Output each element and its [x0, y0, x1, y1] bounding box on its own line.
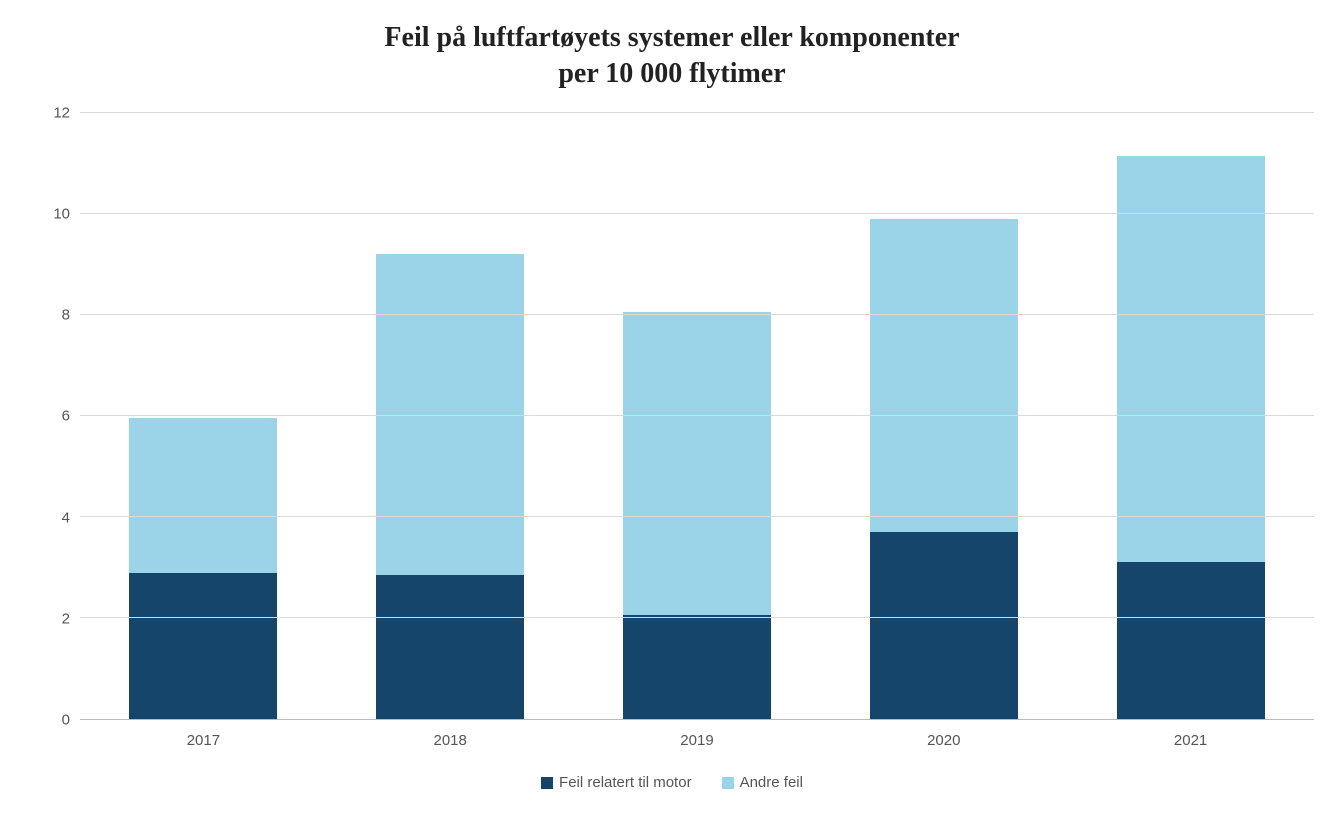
x-tick-label: 2018 [376, 732, 524, 749]
legend-swatch [541, 777, 553, 789]
bar-segment [1117, 156, 1265, 563]
y-tick-label: 6 [62, 408, 70, 425]
bar-segment [376, 575, 524, 719]
y-axis: 024681012 [30, 113, 80, 720]
gridline [80, 415, 1314, 416]
gridline [80, 314, 1314, 315]
plot-area [80, 113, 1314, 720]
x-tick-label: 2021 [1117, 732, 1265, 749]
bar-group [1117, 113, 1265, 719]
legend: Feil relatert til motor Andre feil [30, 774, 1314, 791]
y-tick-label: 2 [62, 610, 70, 627]
bar-group [376, 113, 524, 719]
bar-segment [1117, 562, 1265, 719]
bar-segment [129, 418, 277, 572]
bar-group [129, 113, 277, 719]
y-tick-label: 4 [62, 509, 70, 526]
legend-label: Feil relatert til motor [559, 774, 692, 791]
legend-swatch [722, 777, 734, 789]
legend-item: Feil relatert til motor [541, 774, 692, 791]
legend-label: Andre feil [740, 774, 803, 791]
legend-item: Andre feil [722, 774, 803, 791]
bar-segment [870, 219, 1018, 532]
y-tick-label: 12 [53, 104, 70, 121]
bar-segment [623, 615, 771, 719]
bar-segment [129, 573, 277, 720]
y-tick-label: 0 [62, 712, 70, 729]
x-tick-label: 2019 [623, 732, 771, 749]
x-axis: 2017 2018 2019 2020 2021 [80, 732, 1314, 749]
bar-segment [870, 532, 1018, 719]
x-tick-label: 2017 [129, 732, 277, 749]
x-tick-label: 2020 [870, 732, 1018, 749]
bar-segment [623, 312, 771, 615]
bar-group [623, 113, 771, 719]
y-tick-label: 10 [53, 205, 70, 222]
chart-title: Feil på luftfartøyets systemer eller kom… [30, 20, 1314, 93]
bars-container [80, 113, 1314, 719]
gridline [80, 213, 1314, 214]
chart-container: Feil på luftfartøyets systemer eller kom… [0, 0, 1344, 821]
bar-group [870, 113, 1018, 719]
title-line-2: per 10 000 flytimer [558, 58, 785, 89]
gridline [80, 617, 1314, 618]
y-tick-label: 8 [62, 307, 70, 324]
plot-wrap: 024681012 [30, 113, 1314, 720]
gridline [80, 112, 1314, 113]
gridline [80, 516, 1314, 517]
title-line-1: Feil på luftfartøyets systemer eller kom… [384, 22, 959, 53]
